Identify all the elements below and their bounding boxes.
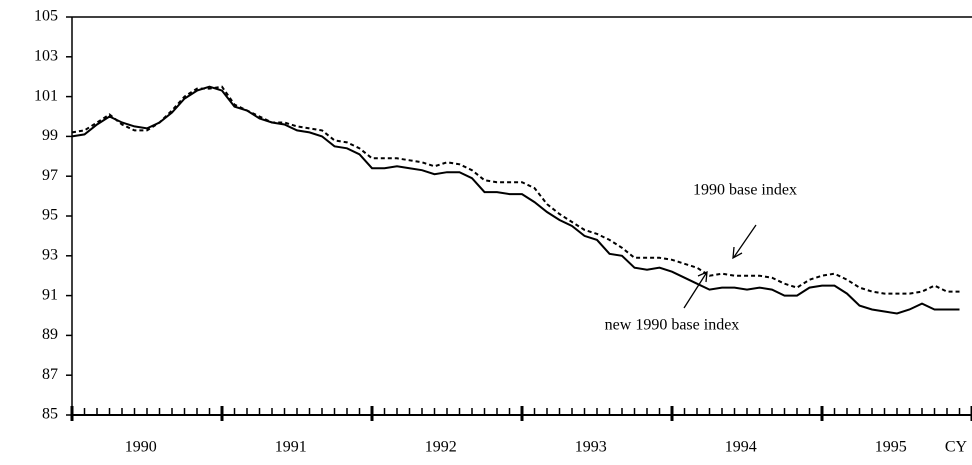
y-tick-label: 97 [42, 167, 58, 184]
annotation-arrow [683, 270, 708, 309]
annotation-arrow [732, 224, 757, 260]
y-tick-label: 95 [42, 207, 58, 224]
y-tick-label: 99 [42, 127, 58, 144]
annotation: 1990 base index [693, 182, 797, 199]
series-line [71, 85, 960, 315]
y-tick-label: 89 [42, 326, 58, 343]
y-tick-label: 91 [42, 286, 58, 303]
series-line [71, 85, 960, 295]
y-tick-label: 93 [42, 246, 58, 263]
y-tick-label: 85 [42, 406, 58, 423]
x-tick-label: 1993 [575, 439, 607, 456]
annotation: new 1990 base index [605, 317, 740, 334]
x-tick-label: 1995 [875, 439, 907, 456]
x-tick-label: 1990 [125, 439, 157, 456]
x-axis-label: CY [945, 439, 968, 456]
y-tick-label: 101 [34, 87, 58, 104]
x-tick-label: 1994 [725, 439, 757, 456]
y-tick-label: 103 [34, 47, 58, 64]
x-tick-label: 1991 [275, 439, 307, 456]
y-tick-label: 105 [34, 8, 58, 25]
x-tick-label: 1992 [425, 439, 457, 456]
y-tick-label: 87 [42, 366, 58, 383]
